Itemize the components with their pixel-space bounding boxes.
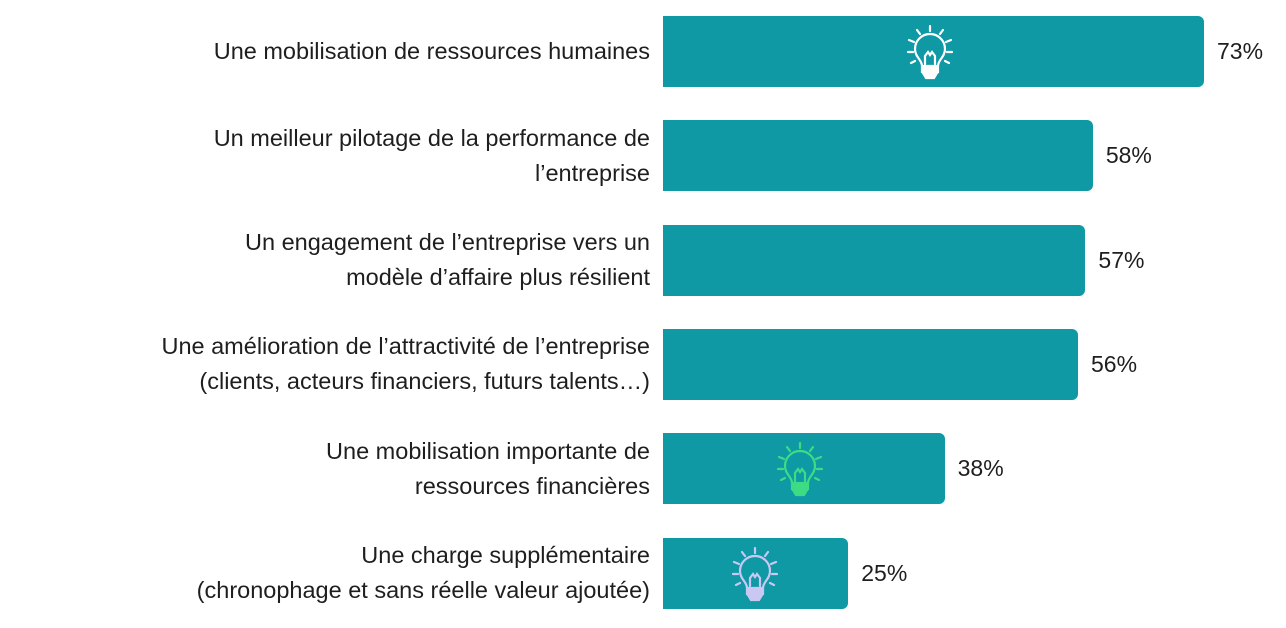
bar	[663, 120, 1093, 192]
category-label: Un engagement de l’entreprise vers un mod…	[245, 225, 650, 296]
value-label: 73%	[1217, 38, 1264, 64]
category-label: Une charge supplémentaire (chronophage et…	[197, 538, 650, 609]
category-label-line: Une mobilisation de ressources humaines	[213, 38, 650, 64]
category-label-line: (chronophage et sans réelle valeur ajout…	[196, 577, 650, 603]
category-label-line: Un engagement de l’entreprise vers un	[245, 229, 650, 256]
category-label: Une mobilisation de ressources humaines	[214, 16, 650, 87]
value-label: 58%	[1105, 142, 1152, 169]
value-label: 25%	[861, 559, 908, 586]
category-label: Un meilleur pilotage de la performance d…	[214, 120, 650, 191]
lightbulb-icon	[903, 22, 957, 82]
bar	[663, 328, 1078, 400]
bar-row: Un meilleur pilotage de la performance d…	[0, 120, 1286, 192]
category-label: Une amélioration de l’attractivité de l’…	[161, 329, 650, 400]
category-label-line: (clients, acteurs financiers, futurs tal…	[199, 368, 650, 395]
category-label-line: Une charge supplémentaire	[361, 542, 650, 568]
category-label-line: modèle d’affaire plus résilient	[346, 264, 650, 291]
value-label: 57%	[1098, 246, 1145, 273]
bar-row: Une mobilisation de ressources humaines 7…	[0, 16, 1286, 87]
value-label: 38%	[957, 455, 1004, 482]
lightbulb-icon	[728, 544, 782, 604]
category-label-line: Une amélioration de l’attractivité de l’…	[161, 333, 650, 360]
category-label-line: l’entreprise	[535, 159, 650, 186]
bar-row: Une mobilisation importante de ressources…	[0, 433, 1286, 505]
category-label-line: Une mobilisation importante de	[326, 437, 650, 464]
bar-row: Un engagement de l’entreprise vers un mod…	[0, 224, 1286, 296]
category-label-line: Un meilleur pilotage de la performance d…	[213, 124, 650, 151]
value-label: 56%	[1091, 350, 1138, 377]
lightbulb-icon	[773, 439, 827, 499]
category-label: Une mobilisation importante de ressources…	[326, 433, 650, 504]
bar-row: Une amélioration de l’attractivité de l’…	[0, 328, 1286, 400]
bar	[663, 224, 1086, 296]
category-label-line: ressources financières	[414, 472, 650, 499]
bar-row: Une charge supplémentaire (chronophage et…	[0, 537, 1286, 609]
